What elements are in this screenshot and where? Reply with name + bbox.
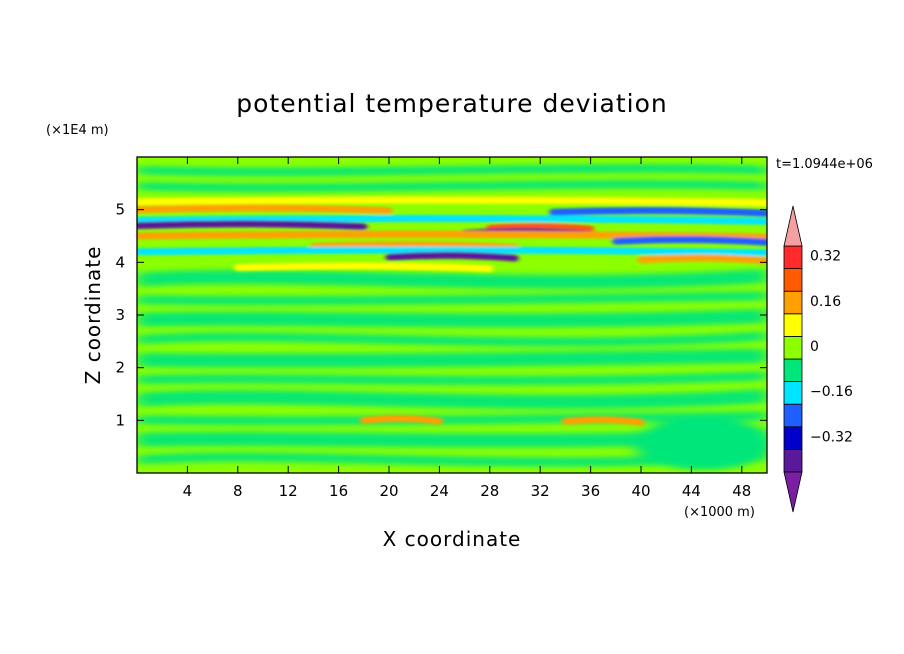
deviation-band — [234, 262, 494, 273]
time-label: t=1.0944e+06 — [776, 157, 873, 172]
x-tick-label: 16 — [329, 482, 348, 500]
deviation-band — [486, 222, 595, 233]
y-unit-label: (×1E4 m) — [46, 123, 109, 138]
y-tick-label: 1 — [115, 411, 125, 429]
colorbar-segment — [783, 448, 803, 473]
texture-blob — [634, 418, 767, 471]
texture-band — [137, 308, 767, 328]
texture-band — [137, 331, 767, 347]
colorbar-segment — [783, 245, 803, 270]
x-tick-label: 36 — [581, 482, 600, 500]
deviation-band — [137, 204, 393, 215]
texture-band — [137, 348, 767, 368]
texture-band — [137, 371, 767, 385]
colorbar-tick-label: −0.16 — [810, 384, 853, 400]
y-tick-label: 5 — [115, 201, 125, 219]
deviation-band — [612, 235, 767, 246]
colorbar-segment — [783, 358, 803, 383]
deviation-band — [137, 230, 767, 241]
colorbar-segment — [783, 381, 803, 405]
chart-title: potential temperature deviation — [236, 89, 667, 118]
plot-area — [137, 157, 767, 473]
deviation-band — [137, 196, 767, 207]
x-axis-label: X coordinate — [383, 527, 522, 551]
deviation-band — [637, 254, 767, 265]
y-tick-label: 2 — [115, 359, 125, 377]
colorbar-segment — [783, 268, 803, 292]
colorbar-tick-label: 0 — [810, 339, 819, 355]
x-tick-label: 44 — [682, 482, 701, 500]
colorbar-tick-label: 0.32 — [810, 249, 841, 265]
deviation-band — [137, 246, 767, 257]
x-tick-label: 8 — [233, 482, 243, 500]
texture-band — [137, 388, 767, 409]
x-axis: 4 8 12 16 20 24 28 32 36 40 44 48 — [183, 157, 751, 500]
colorbar-segment — [783, 313, 803, 337]
y-axis-label: Z coordinate — [81, 246, 105, 385]
deviation-band — [385, 251, 519, 262]
x-tick-label: 40 — [631, 482, 650, 500]
deviation-band — [549, 207, 767, 217]
deviation-band — [137, 214, 767, 225]
deviation-band — [360, 415, 443, 425]
colorbar-tick-label: −0.32 — [810, 429, 853, 445]
colorbar-segment — [783, 426, 803, 450]
x-tick-label: 20 — [379, 482, 398, 500]
texture-band — [137, 268, 767, 289]
y-tick-label: 3 — [115, 306, 125, 324]
colorbar-under-arrow — [783, 471, 803, 513]
texture-band — [137, 180, 767, 192]
deviation-band — [137, 220, 368, 230]
deviation-band — [561, 416, 645, 426]
colorbar-tick-label: 0.16 — [810, 294, 841, 310]
y-tick-label: 4 — [115, 253, 125, 271]
texture-band — [137, 411, 767, 426]
x-tick-label: 4 — [183, 482, 193, 500]
x-tick-label: 32 — [531, 482, 550, 500]
colorbar-segment — [783, 403, 803, 428]
colorbar-segment — [783, 290, 803, 315]
deviation-band — [309, 241, 519, 252]
deviation-bands — [137, 196, 767, 426]
x-tick-label: 24 — [430, 482, 449, 500]
colorbar: 0.32 0.16 0 −0.16 −0.32 — [783, 205, 853, 513]
x-tick-label: 28 — [480, 482, 499, 500]
x-tick-label: 48 — [732, 482, 751, 500]
texture-band — [137, 291, 767, 306]
x-tick-label: 12 — [279, 482, 298, 500]
colorbar-over-arrow — [783, 205, 803, 247]
texture-band — [137, 164, 767, 176]
y-axis: 1 2 3 4 5 — [115, 201, 767, 429]
x-unit-label: (×1000 m) — [684, 505, 755, 520]
colorbar-segment — [783, 335, 803, 360]
